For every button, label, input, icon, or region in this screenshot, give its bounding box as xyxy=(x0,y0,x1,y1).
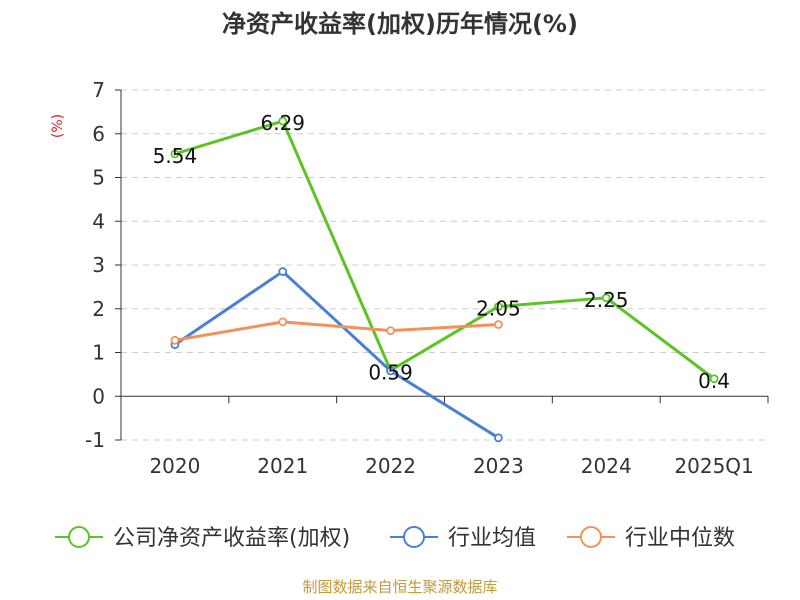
legend: 公司净资产收益率(加权) 行业均值 行业中位数 xyxy=(55,526,735,551)
data-point xyxy=(278,116,288,126)
y-tick-label: 4 xyxy=(92,209,105,233)
y-tick-label: -1 xyxy=(85,428,105,452)
y-axis-label: (%) xyxy=(50,114,66,138)
data-labels: 5.54 6.29 0.59 2.05 2.25 0.4 xyxy=(153,111,730,393)
data-point xyxy=(170,335,180,345)
data-point xyxy=(278,317,288,327)
legend-marker-icon xyxy=(68,526,90,548)
legend-label: 行业均值 xyxy=(448,526,536,551)
data-point xyxy=(601,293,611,303)
y-tick-label: 2 xyxy=(92,297,105,321)
x-tick-label: 2025Q1 xyxy=(674,454,753,478)
y-tick-label: 1 xyxy=(92,341,105,365)
y-tick-label: 6 xyxy=(92,122,105,146)
x-tick-label: 2023 xyxy=(473,454,524,478)
series-line-2 xyxy=(174,320,499,342)
y-tick-label: 7 xyxy=(92,78,105,102)
x-tick-label: 2024 xyxy=(581,454,632,478)
data-point xyxy=(494,320,503,329)
series-line-1 xyxy=(174,270,500,440)
data-point xyxy=(386,366,395,376)
series-line-0 xyxy=(174,119,715,380)
axes: -1 0 1 2 3 4 5 6 7 2020 2021 2022 2023 2024 2025Q1 xyxy=(85,78,769,478)
x-tick-label: 2020 xyxy=(149,454,200,478)
data-point xyxy=(494,433,503,443)
data-label: 0.59 xyxy=(368,360,413,384)
grid-lines xyxy=(121,89,768,441)
y-tick-label: 5 xyxy=(92,166,105,190)
data-label: 0.4 xyxy=(698,369,730,393)
data-point xyxy=(386,326,395,336)
legend-label: 公司净资产收益率(加权) xyxy=(113,526,350,551)
series-lines xyxy=(170,116,719,443)
data-point xyxy=(170,149,180,159)
data-label: 6.29 xyxy=(260,111,305,135)
legend-marker-icon xyxy=(403,526,425,548)
y-tick-label: 3 xyxy=(92,253,105,277)
data-point xyxy=(494,302,503,311)
data-label: 5.54 xyxy=(153,144,198,168)
chart-title: 净资产收益率(加权)历年情况(%) xyxy=(222,10,578,38)
x-tick-label: 2021 xyxy=(257,454,308,478)
y-tick-label: 0 xyxy=(92,384,105,408)
source-note: 制图数据来自恒生聚源数据库 xyxy=(302,578,497,596)
data-point xyxy=(278,267,288,276)
x-tick-label: 2022 xyxy=(365,454,416,478)
data-label: 2.05 xyxy=(476,297,521,321)
data-label: 2.25 xyxy=(584,288,629,312)
legend-label: 行业中位数 xyxy=(625,526,735,551)
data-point xyxy=(709,374,719,384)
legend-marker-icon xyxy=(580,526,602,548)
